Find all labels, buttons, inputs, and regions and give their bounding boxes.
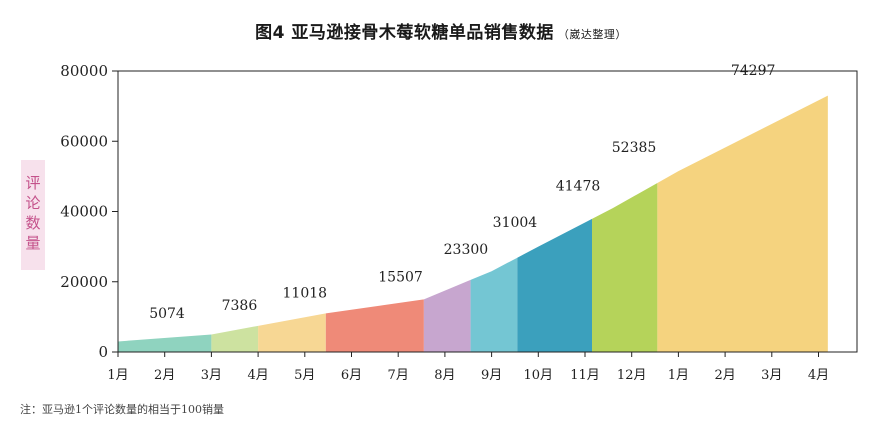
area-segment-7 <box>517 218 593 352</box>
area-segments <box>118 95 828 353</box>
x-tick-label: 4月 <box>808 368 829 383</box>
x-tick-label: 4月 <box>247 368 268 383</box>
y-axis-label: 评论数量 <box>23 175 42 255</box>
area-segment-4 <box>325 299 424 352</box>
y-axis-label-box: 评论数量 <box>21 160 45 270</box>
footnote: 注：亚马逊1个评论数量的相当于100销量 <box>20 403 224 416</box>
y-tick-label: 40000 <box>60 203 108 221</box>
area-segment-6 <box>470 257 518 352</box>
x-tick-label: 5月 <box>294 368 315 383</box>
x-tick-label: 12月 <box>617 368 647 383</box>
y-tick-label: 0 <box>98 343 108 361</box>
x-tick-label: 2月 <box>714 368 735 383</box>
data-label: 31004 <box>493 215 538 231</box>
area-segment-3 <box>258 313 326 352</box>
x-tick-label: 8月 <box>434 368 455 383</box>
y-axis: 0 20000 40000 60000 80000 <box>60 62 118 361</box>
y-tick-label: 80000 <box>60 62 108 80</box>
x-tick-label: 10月 <box>524 368 554 383</box>
area-segment-9 <box>657 95 828 353</box>
chart-title: 图4 亚马逊接骨木莓软糖单品销售数据 （崴达整理） <box>0 18 882 43</box>
x-tick-label: 11月 <box>570 368 600 383</box>
data-label: 7386 <box>222 298 258 314</box>
chart-title-sub: （崴达整理） <box>557 28 627 41</box>
data-label: 5074 <box>149 306 185 322</box>
chart-title-main: 图4 亚马逊接骨木莓软糖单品销售数据 <box>255 23 554 43</box>
area-segment-2 <box>211 325 259 352</box>
data-label: 15507 <box>378 270 423 286</box>
area-segment-5 <box>423 279 471 352</box>
x-tick-label: 1月 <box>107 368 128 383</box>
x-tick-label: 3月 <box>761 368 782 383</box>
x-tick-label: 9月 <box>481 368 502 383</box>
y-tick-label: 20000 <box>60 273 108 291</box>
x-tick-label: 1月 <box>668 368 689 383</box>
data-label: 52385 <box>612 140 657 156</box>
x-tick-label: 7月 <box>388 368 409 383</box>
x-tick-label: 6月 <box>341 368 362 383</box>
x-tick-label: 2月 <box>154 368 175 383</box>
data-label: 23300 <box>444 242 489 258</box>
y-tick-label: 60000 <box>60 132 108 150</box>
data-label: 41478 <box>556 178 601 194</box>
area-segment-1 <box>118 334 212 352</box>
area-segment-8 <box>592 182 658 352</box>
data-label: 74297 <box>731 63 776 79</box>
x-axis: 1月 2月 3月 4月 5月 6月 7月 8月 9月 10月 11月 12月 1月 2月 3月 4月 <box>107 352 829 383</box>
x-tick-label: 3月 <box>201 368 222 383</box>
data-label: 11018 <box>283 285 328 301</box>
